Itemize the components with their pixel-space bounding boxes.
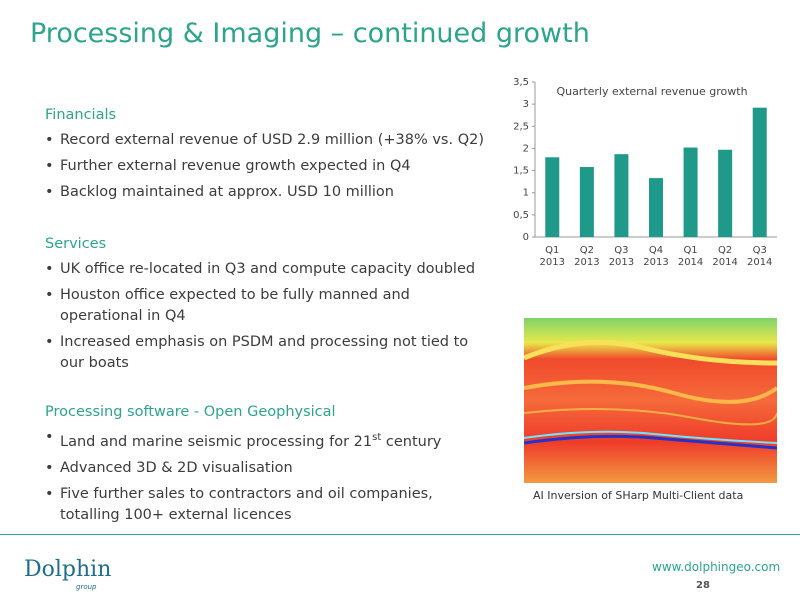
bullet: Land and marine seismic processing for 2… xyxy=(45,427,485,453)
section-heading: Processing software - Open Geophysical xyxy=(45,404,336,420)
bullet-list: Land and marine seismic processing for 2… xyxy=(45,427,485,526)
x-tick-label: Q4 2013 xyxy=(643,245,669,268)
bar xyxy=(718,149,733,237)
bullet-text: Further external revenue growth expected… xyxy=(60,158,411,174)
x-tick-label: Q1 2013 xyxy=(539,245,565,268)
bar xyxy=(545,157,560,237)
bullet: Backlog maintained at approx. USD 10 mil… xyxy=(45,182,485,203)
chart-title: Quarterly external revenue growth xyxy=(556,85,747,98)
bar xyxy=(683,147,698,237)
bar xyxy=(752,107,767,237)
x-tick-label: Q2 2013 xyxy=(574,245,600,268)
section: Financials Record external revenue of USD… xyxy=(45,105,485,208)
footer-url: www.dolphingeo.com xyxy=(652,560,781,574)
section-heading: Services xyxy=(45,236,107,252)
logo-sub: group xyxy=(76,583,97,591)
section: Processing software - Open Geophysical La… xyxy=(45,402,485,531)
bullet-text: century xyxy=(381,433,442,450)
y-tick-label: 3,5 xyxy=(513,77,529,88)
seismic-image xyxy=(524,318,777,483)
image-caption: AI Inversion of SHarp Multi-Client data xyxy=(533,489,744,502)
bullet-list: Record external revenue of USD 2.9 milli… xyxy=(45,130,485,203)
bullet-text: Land and marine seismic processing for 2… xyxy=(60,433,373,450)
bullet: Advanced 3D & 2D visualisation xyxy=(45,458,485,479)
section-heading: Financials xyxy=(45,107,117,123)
bullet-text: Backlog maintained at approx. USD 10 mil… xyxy=(60,184,394,200)
slide-title: Processing & Imaging – continued growth xyxy=(30,18,590,49)
y-tick-label: 2,5 xyxy=(513,121,529,132)
bullet-list: UK office re-located in Q3 and compute c… xyxy=(45,259,485,374)
section: Services UK office re-located in Q3 and c… xyxy=(45,234,485,379)
page-number: 28 xyxy=(696,580,710,591)
logo: Dolphin xyxy=(24,557,112,582)
bullet: Record external revenue of USD 2.9 milli… xyxy=(45,130,485,151)
bullet: Houston office expected to be fully mann… xyxy=(45,285,485,327)
superscript: st xyxy=(372,432,382,443)
y-tick-label: 0,5 xyxy=(513,210,529,221)
y-tick-label: 1 xyxy=(523,188,529,199)
bullet: Further external revenue growth expected… xyxy=(45,156,485,177)
x-tick-label: Q1 2014 xyxy=(677,245,704,268)
x-tick-label: Q2 2014 xyxy=(712,245,738,268)
bar xyxy=(649,178,663,237)
bullet-text: Record external revenue of USD 2.9 milli… xyxy=(60,132,485,148)
bar xyxy=(579,167,594,237)
bullet: Five further sales to contractors and oi… xyxy=(45,484,485,526)
footer-rule xyxy=(0,534,800,535)
y-tick-label: 1,5 xyxy=(513,166,529,177)
bullet-text: Five further sales to contractors and oi… xyxy=(60,485,433,523)
bullet-text: Increased emphasis on PSDM and processin… xyxy=(60,334,469,371)
y-tick-label: 2 xyxy=(523,143,529,154)
bullet-text: UK office re-located in Q3 and compute c… xyxy=(60,261,476,277)
bar xyxy=(614,154,629,237)
y-tick-label: 0 xyxy=(523,232,529,243)
x-tick-label: Q3 2013 xyxy=(608,245,635,268)
bullet: UK office re-located in Q3 and compute c… xyxy=(45,259,485,280)
bullet-text: Advanced 3D & 2D visualisation xyxy=(60,459,293,476)
x-tick-label: Q3 2014 xyxy=(746,245,773,268)
y-tick-label: 3 xyxy=(523,99,529,110)
bullet-text: Houston office expected to be fully mann… xyxy=(60,287,410,324)
bullet: Increased emphasis on PSDM and processin… xyxy=(45,332,485,374)
chart: Quarterly external revenue growth 0 0,5 1 1… xyxy=(513,77,777,243)
